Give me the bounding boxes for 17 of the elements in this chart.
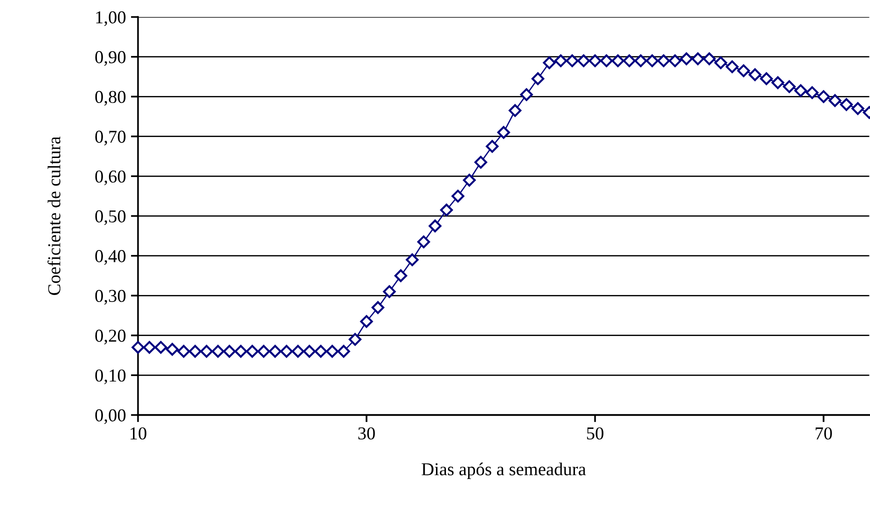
x-tick-label: 70 (816, 427, 832, 440)
x-axis-title: Dias após a semeadura (422, 462, 586, 480)
y-tick-label: 0,70 (95, 130, 126, 146)
y-tick-label: 1,00 (96, 11, 126, 26)
y-tick-label: 0,50 (95, 210, 126, 226)
y-tick-label: 0,30 (95, 290, 126, 305)
x-tick-label: 50 (587, 427, 604, 440)
y-tick-label: 0,40 (95, 250, 126, 265)
y-tick-label: 0,10 (95, 369, 126, 384)
y-tick-label: 0,90 (95, 51, 126, 66)
x-tick-label: 10 (130, 427, 146, 440)
y-axis-title: Coeficiente de cultura (47, 136, 60, 295)
y-tick-label: 0,80 (95, 90, 126, 106)
y-tick-label: 0,20 (95, 330, 126, 344)
x-tick-label: 30 (358, 427, 375, 440)
y-tick-label: 0,00 (95, 409, 126, 424)
y-tick-label: 0,60 (95, 170, 126, 186)
